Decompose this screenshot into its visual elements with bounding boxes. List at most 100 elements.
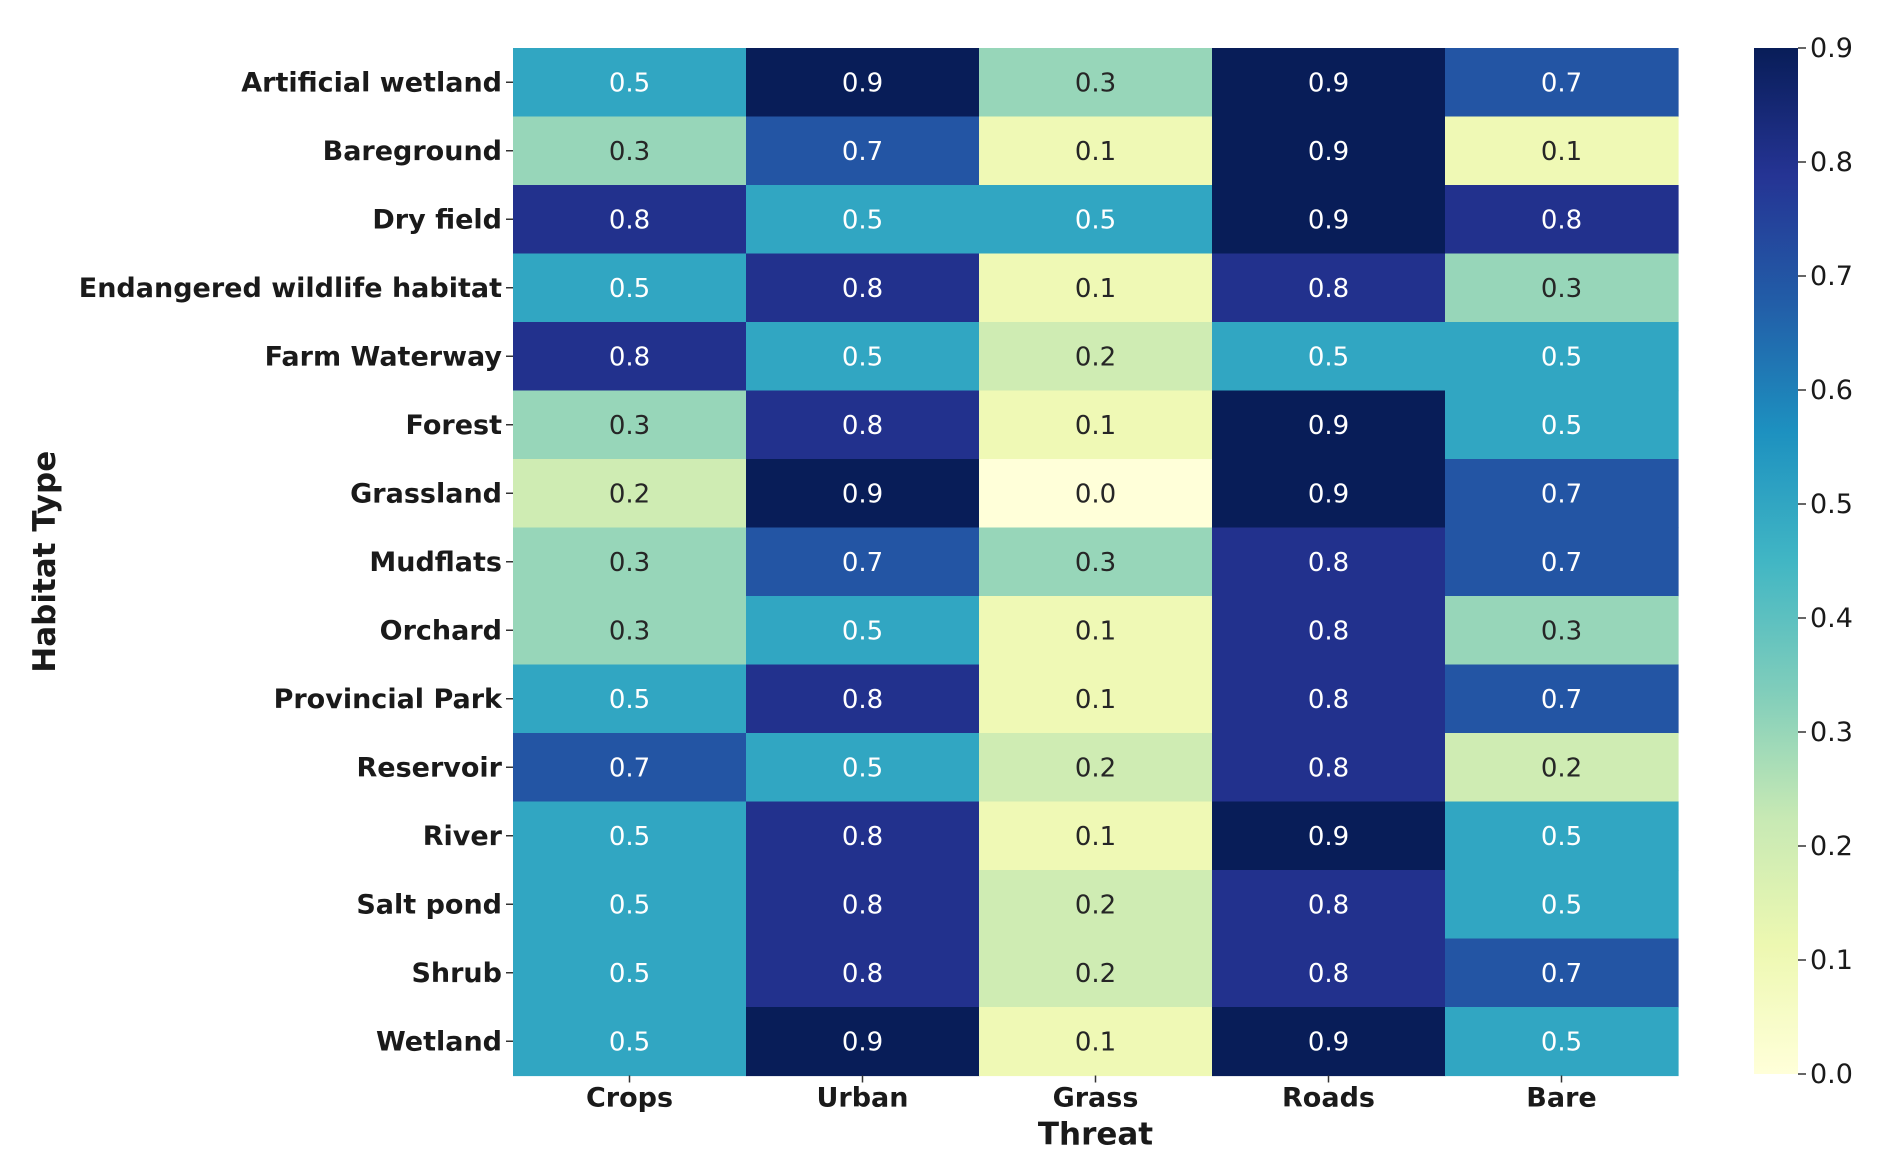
heatmap-cell (513, 801, 747, 871)
cell-value-label: 0.8 (1541, 205, 1582, 235)
heatmap-cell (1445, 596, 1679, 666)
column-label: Bare (1526, 1083, 1596, 1114)
heatmap-cell (746, 527, 980, 597)
heatmap-cell (979, 596, 1213, 666)
heatmap-cell (1212, 938, 1446, 1008)
row-label: Shrub (411, 958, 502, 989)
column-label: Roads (1282, 1083, 1375, 1114)
heatmap-cell (746, 48, 980, 118)
cell-value-label: 0.9 (1308, 1027, 1349, 1057)
heatmap-cell (513, 253, 747, 323)
heatmap-cell (979, 664, 1213, 734)
colorbar-tick-label: 0.6 (1810, 375, 1853, 406)
row-label: Farm Waterway (265, 341, 503, 372)
heatmap-cell (1445, 322, 1679, 392)
cell-value-label: 0.9 (1308, 411, 1349, 441)
cell-value-label: 0.1 (1075, 411, 1116, 441)
heatmap-cell (746, 459, 980, 529)
row-label: Bareground (323, 136, 502, 167)
cell-value-label: 0.1 (1075, 822, 1116, 852)
heatmap-cells (513, 48, 1679, 1077)
row-label: Forest (405, 410, 502, 441)
heatmap-cell (513, 733, 747, 803)
cell-value-label: 0.7 (609, 753, 650, 783)
cell-value-label: 0.8 (842, 274, 883, 304)
heatmap-cell (746, 390, 980, 460)
heatmap-cell (1212, 527, 1446, 597)
heatmap-cell (1445, 390, 1679, 460)
heatmap-cell (1212, 185, 1446, 255)
row-label: Reservoir (356, 752, 502, 783)
colorbar: 0.0 0.1 0.2 0.3 0.4 0.5 0.6 0.7 0.8 0.9 (1754, 33, 1853, 1090)
heatmap-cell (1445, 870, 1679, 940)
colorbar-tick-label: 0.4 (1810, 603, 1853, 634)
heatmap-cell (979, 116, 1213, 186)
cell-value-label: 0.1 (1075, 685, 1116, 715)
cell-value-label: 0.5 (1541, 1027, 1582, 1057)
row-label: Artificial wetland (241, 67, 502, 98)
colorbar-tick-label: 0.5 (1810, 489, 1853, 520)
heatmap-cell (1212, 733, 1446, 803)
cell-value-label: 0.8 (609, 205, 650, 235)
heatmap-cell (979, 1007, 1213, 1077)
cell-value-label: 0.8 (1308, 890, 1349, 920)
row-label: Dry field (372, 204, 502, 235)
heatmap-cell (513, 938, 747, 1008)
heatmap-cell (979, 527, 1213, 597)
x-axis-title: Threat (1038, 1117, 1153, 1153)
cell-value-label: 0.9 (1308, 822, 1349, 852)
cell-value-label: 0.8 (842, 959, 883, 989)
colorbar-tick-label: 0.9 (1810, 33, 1853, 64)
row-label: Mudflats (369, 547, 502, 578)
heatmap-cell (979, 801, 1213, 871)
heatmap-cell (1212, 1007, 1446, 1077)
heatmap-cell (979, 185, 1213, 255)
heatmap-cell (746, 938, 980, 1008)
cell-value-label: 0.0 (1075, 479, 1116, 509)
cell-value-label: 0.8 (609, 342, 650, 372)
cell-value-label: 0.1 (1541, 137, 1582, 167)
row-label: Orchard (380, 615, 502, 646)
heatmap-cell (513, 459, 747, 529)
cell-value-label: 0.2 (1541, 753, 1582, 783)
row-label: River (423, 821, 503, 852)
heatmap-cell (746, 322, 980, 392)
heatmap-cell (1212, 459, 1446, 529)
column-labels: Crops Urban Grass Roads Bare (586, 1075, 1597, 1114)
column-label: Grass (1053, 1083, 1139, 1114)
heatmap-cell (513, 596, 747, 666)
cell-value-label: 0.9 (842, 479, 883, 509)
heatmap-cell (746, 185, 980, 255)
heatmap-cell (979, 390, 1213, 460)
cell-value-label: 0.5 (1541, 890, 1582, 920)
heatmap-cell (979, 459, 1213, 529)
heatmap-cell-labels: 0.5 0.9 0.3 0.9 0.7 0.3 0.7 0.1 0.9 0.1 0.8 0.5 0.5 0… (609, 68, 1582, 1057)
heatmap-cell (1445, 48, 1679, 118)
heatmap-cell (1445, 459, 1679, 529)
cell-value-label: 0.5 (609, 822, 650, 852)
cell-value-label: 0.5 (842, 342, 883, 372)
row-label: Endangered wildlife habitat (79, 273, 502, 304)
heatmap-cell (1445, 116, 1679, 186)
cell-value-label: 0.8 (1308, 685, 1349, 715)
row-label: Grassland (350, 478, 502, 509)
heatmap-cell (1212, 801, 1446, 871)
heatmap-cell (979, 733, 1213, 803)
cell-value-label: 0.5 (1075, 205, 1116, 235)
cell-value-label: 0.9 (1308, 68, 1349, 98)
heatmap-cell (513, 116, 747, 186)
row-labels: Artificial wetland Bareground Dry field End… (79, 67, 513, 1057)
colorbar-tick-label: 0.7 (1810, 261, 1853, 292)
cell-value-label: 0.7 (842, 548, 883, 578)
heatmap-cell (746, 596, 980, 666)
column-label: Crops (586, 1083, 673, 1114)
cell-value-label: 0.8 (1308, 616, 1349, 646)
cell-value-label: 0.5 (609, 959, 650, 989)
heatmap-cell (1445, 185, 1679, 255)
colorbar-gradient (1754, 48, 1798, 1074)
colorbar-tick-label: 0.0 (1810, 1059, 1853, 1090)
heatmap-cell (1445, 733, 1679, 803)
heatmap-cell (979, 938, 1213, 1008)
cell-value-label: 0.8 (842, 822, 883, 852)
